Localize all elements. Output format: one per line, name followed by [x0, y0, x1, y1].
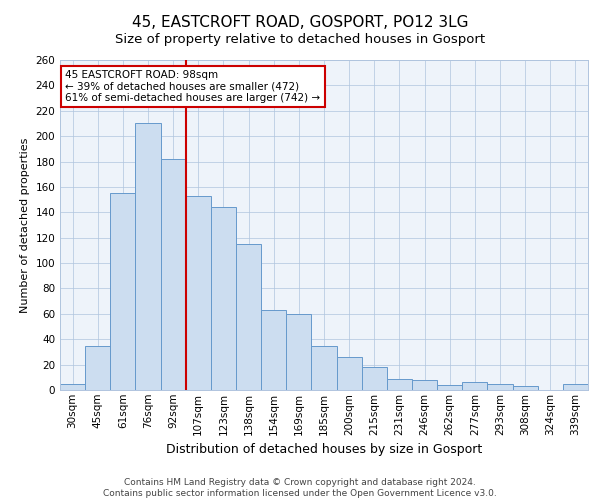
Bar: [387, 378, 412, 390]
Text: 45, EASTCROFT ROAD, GOSPORT, PO12 3LG: 45, EASTCROFT ROAD, GOSPORT, PO12 3LG: [132, 15, 468, 30]
Text: 45 EASTCROFT ROAD: 98sqm
← 39% of detached houses are smaller (472)
61% of semi-: 45 EASTCROFT ROAD: 98sqm ← 39% of detach…: [65, 70, 320, 103]
X-axis label: Distribution of detached houses by size in Gosport: Distribution of detached houses by size …: [166, 443, 482, 456]
Bar: [437, 385, 462, 390]
Bar: [563, 384, 588, 390]
Bar: [462, 382, 487, 390]
Bar: [236, 244, 261, 390]
Bar: [286, 314, 311, 390]
Bar: [512, 386, 538, 390]
Bar: [261, 310, 286, 390]
Bar: [85, 346, 110, 390]
Y-axis label: Number of detached properties: Number of detached properties: [20, 138, 30, 312]
Bar: [60, 384, 85, 390]
Bar: [110, 194, 136, 390]
Bar: [362, 367, 387, 390]
Bar: [211, 207, 236, 390]
Bar: [311, 346, 337, 390]
Text: Size of property relative to detached houses in Gosport: Size of property relative to detached ho…: [115, 32, 485, 46]
Bar: [186, 196, 211, 390]
Bar: [487, 384, 512, 390]
Bar: [412, 380, 437, 390]
Bar: [337, 357, 362, 390]
Bar: [136, 124, 161, 390]
Text: Contains HM Land Registry data © Crown copyright and database right 2024.
Contai: Contains HM Land Registry data © Crown c…: [103, 478, 497, 498]
Bar: [161, 159, 186, 390]
